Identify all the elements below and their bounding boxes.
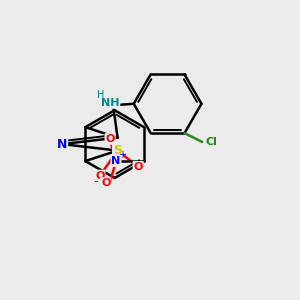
Text: H: H bbox=[97, 90, 104, 100]
Text: O: O bbox=[134, 162, 143, 172]
Text: O: O bbox=[101, 178, 110, 188]
Text: -: - bbox=[93, 175, 98, 188]
Text: S: S bbox=[113, 144, 122, 157]
Text: N: N bbox=[57, 138, 67, 151]
Text: +: + bbox=[118, 150, 127, 160]
Text: N: N bbox=[111, 156, 121, 166]
Text: O: O bbox=[95, 171, 105, 181]
Text: Cl: Cl bbox=[205, 137, 217, 147]
Text: NH: NH bbox=[101, 98, 119, 108]
Text: O: O bbox=[105, 134, 115, 144]
